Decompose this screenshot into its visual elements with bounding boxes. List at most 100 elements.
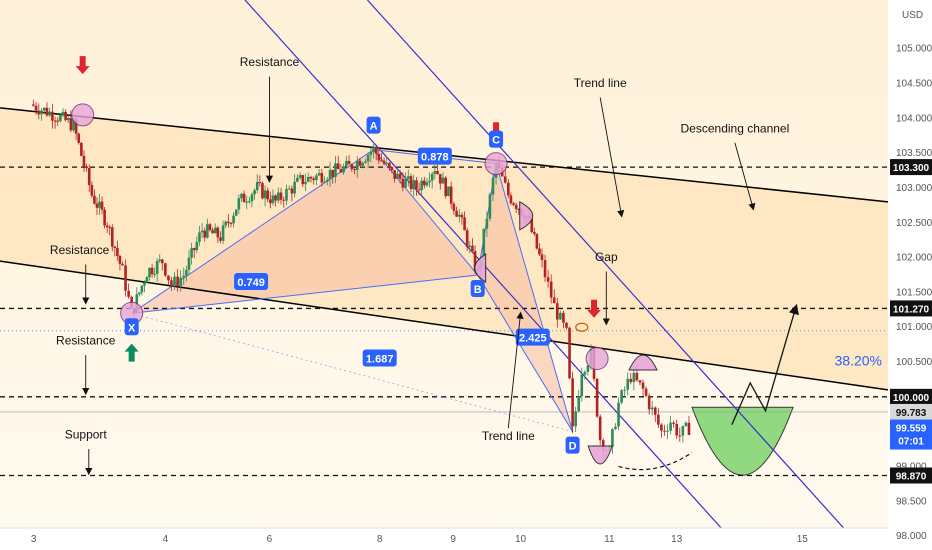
annotation-text: Gap <box>595 250 618 264</box>
candle-body <box>366 154 370 162</box>
candle-body <box>626 378 630 390</box>
candle-body <box>232 215 235 224</box>
pattern-point-label: B <box>474 284 482 296</box>
candle-body <box>269 199 272 204</box>
candle-body <box>669 422 672 431</box>
price-axis-panel <box>888 0 932 550</box>
up-arrow-icon <box>124 343 139 362</box>
candle-body <box>620 390 623 403</box>
candle-body <box>438 174 442 184</box>
candle-body <box>428 180 431 183</box>
candle-body <box>441 177 445 184</box>
y-tick-label: 103.000 <box>896 183 932 194</box>
candle-body <box>447 186 450 197</box>
candle-body <box>644 388 648 396</box>
trend-line-1 <box>367 0 864 550</box>
candle-body <box>221 225 225 241</box>
candle-body <box>100 201 104 210</box>
pink-halfmoon-marker <box>587 445 613 465</box>
ratio-label: 2.425 <box>519 333 547 345</box>
candle-body <box>108 227 112 229</box>
candle-body <box>266 190 270 200</box>
level-price-tag <box>890 159 932 176</box>
candle-body <box>684 422 688 426</box>
y-tick-label: 101.000 <box>896 322 932 333</box>
x-tick-label: 11 <box>604 534 615 545</box>
candle-body <box>491 177 495 195</box>
candle-body <box>179 277 182 287</box>
candle-body <box>358 160 362 166</box>
x-tick-label: 13 <box>671 534 683 545</box>
candle-body <box>277 192 280 201</box>
candle-body <box>93 195 96 204</box>
candle-body <box>452 203 456 211</box>
candle-body <box>56 120 60 122</box>
x-tick-label: 3 <box>31 534 37 545</box>
candle-body <box>200 230 204 233</box>
y-tick-label: 104.500 <box>896 79 932 90</box>
y-tick-label: 98.000 <box>896 531 927 542</box>
candle-body <box>255 182 259 191</box>
y-tick-label: 103.500 <box>896 148 932 159</box>
candle-body <box>328 169 332 180</box>
x-tick-label: 4 <box>163 534 169 545</box>
candle-body <box>666 430 669 432</box>
candle-body <box>229 223 233 225</box>
candle-body <box>393 170 396 179</box>
candle-body <box>127 290 130 297</box>
candle-body <box>420 180 423 191</box>
candle-body <box>271 195 275 204</box>
time-axis[interactable]: 3 4 6 8 9 10 11 13 15 <box>0 527 888 550</box>
candle-body <box>296 177 299 182</box>
candle-body <box>290 188 294 194</box>
ratio-label: 1.687 <box>366 354 394 366</box>
candle-body <box>298 175 302 178</box>
candle-body <box>250 194 254 202</box>
ratio-badge <box>417 147 452 165</box>
candle-body <box>74 119 78 134</box>
y-tick-label: 100.500 <box>896 357 932 368</box>
dashed-arc <box>618 452 693 471</box>
candle-body <box>48 111 51 116</box>
candle-body <box>382 160 386 164</box>
candle-body <box>216 227 220 238</box>
pink-circle-marker <box>71 103 95 127</box>
candle-body <box>623 389 626 391</box>
candle-body <box>458 214 461 217</box>
pattern-fill-xab <box>131 149 478 314</box>
candle-body <box>213 227 217 234</box>
price-axis[interactable]: USD 98.00098.50099.00099.500100.000100.5… <box>888 0 932 550</box>
pattern-point-badge <box>470 280 485 297</box>
candle-body <box>586 365 590 372</box>
candle-body <box>398 173 402 179</box>
candle-body <box>390 167 394 171</box>
ratio-badge <box>515 328 550 346</box>
candle-body <box>423 180 426 186</box>
pink-halfmoon-marker <box>519 200 534 231</box>
candle-body <box>301 175 305 185</box>
candle-body <box>113 246 117 249</box>
candle-body <box>98 201 101 208</box>
pattern-point-badge <box>489 130 504 148</box>
countdown-tag-text: 07:01 <box>898 437 924 448</box>
pattern-leg-XD <box>131 312 573 433</box>
level-price-tag-text: 100.000 <box>893 393 930 404</box>
pattern-leg-BD <box>477 274 574 432</box>
candle-body <box>342 166 345 173</box>
candle-body <box>530 218 534 233</box>
grid-lines <box>0 166 888 477</box>
candle-body <box>455 210 458 217</box>
candle-body <box>315 175 318 181</box>
candle-body <box>124 265 127 291</box>
candle-body <box>436 171 439 175</box>
candle-body <box>433 171 437 174</box>
candle-body <box>59 115 62 122</box>
candle-body <box>514 204 518 209</box>
candle-body <box>190 248 193 258</box>
annotation-pointer <box>507 311 524 429</box>
candle-body <box>309 176 313 179</box>
candle-body <box>32 104 35 106</box>
annotation-text: Support <box>65 428 108 442</box>
candle-body <box>503 176 507 183</box>
